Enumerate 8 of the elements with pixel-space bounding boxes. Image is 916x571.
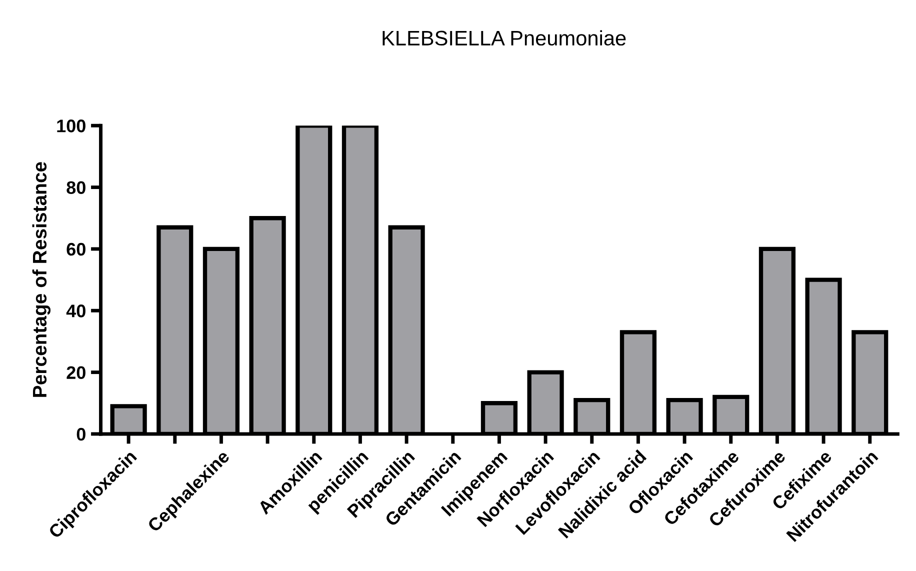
y-tick-label: 20 [66, 366, 86, 380]
chart-title: KLEBSIELLA Pneumoniae [382, 30, 626, 46]
y-axis-title: Percentage of Resistance [32, 162, 50, 397]
y-tick-label: 0 [76, 428, 86, 441]
y-tick-label: 100 [57, 120, 86, 132]
y-tick-label: 60 [66, 242, 86, 256]
y-tick-label: 40 [66, 304, 86, 318]
y-tick-label: 80 [66, 181, 86, 194]
